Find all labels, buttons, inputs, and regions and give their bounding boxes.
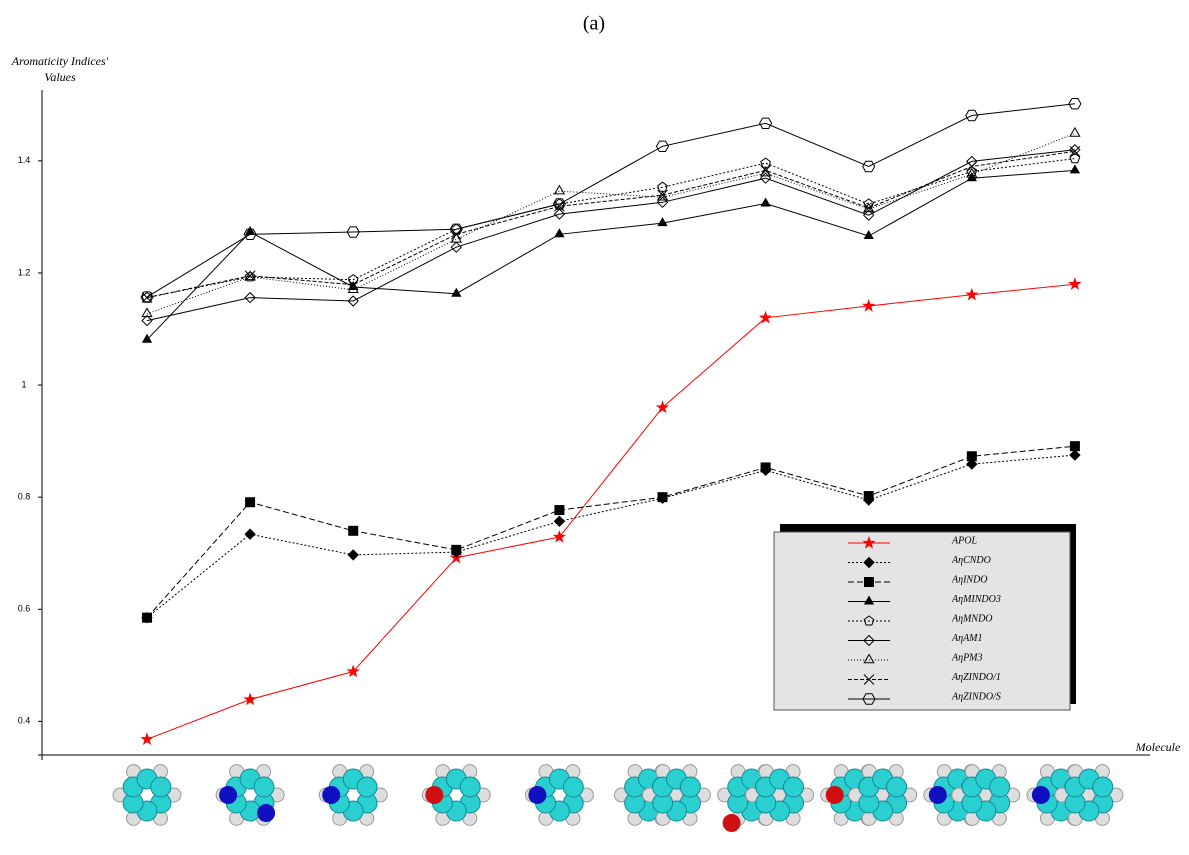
atom xyxy=(990,777,1010,797)
marker xyxy=(761,158,771,167)
legend-label: AηZINDO/1 xyxy=(951,672,1001,683)
marker xyxy=(864,491,874,501)
chart-title: (a) xyxy=(583,13,605,35)
marker xyxy=(864,577,874,587)
legend-label: AηINDO xyxy=(951,574,988,585)
series-line xyxy=(147,133,1075,314)
atom xyxy=(1093,777,1113,797)
molecule-image xyxy=(113,765,181,826)
marker xyxy=(451,545,461,555)
heteroatom xyxy=(219,786,237,804)
molecule-image xyxy=(319,765,387,826)
heteroatom xyxy=(1032,786,1050,804)
y-tick-label: 1.4 xyxy=(18,155,31,165)
marker xyxy=(657,402,667,412)
marker xyxy=(143,335,152,343)
marker xyxy=(1070,279,1080,289)
molecule-image xyxy=(1027,765,1123,826)
legend-label: AηMNDO xyxy=(951,613,993,624)
atom xyxy=(357,777,377,797)
y-tick-label: 1.2 xyxy=(18,267,31,277)
legend-label: AηCNDO xyxy=(951,555,991,566)
molecule-image xyxy=(821,765,917,826)
marker xyxy=(348,526,358,536)
marker xyxy=(1070,441,1080,451)
marker xyxy=(554,505,564,515)
y-tick-label: 0.4 xyxy=(18,716,31,726)
y-tick-label: 1 xyxy=(21,379,26,389)
molecule-image xyxy=(718,765,814,832)
marker xyxy=(245,497,255,507)
atom xyxy=(151,777,171,797)
marker xyxy=(864,301,874,311)
marker xyxy=(245,529,255,539)
atom xyxy=(460,777,480,797)
marker xyxy=(658,492,668,502)
y-tick-label: 0.6 xyxy=(18,604,31,614)
series-line xyxy=(147,159,1075,298)
atom xyxy=(563,777,583,797)
heteroatom xyxy=(322,786,340,804)
molecule-image xyxy=(615,765,711,826)
atom xyxy=(254,777,274,797)
marker xyxy=(246,227,255,235)
marker xyxy=(1071,165,1080,173)
molecule-image xyxy=(525,765,593,826)
atom xyxy=(783,777,803,797)
x-axis-label: Molecule xyxy=(1135,740,1181,754)
atom xyxy=(680,777,700,797)
heteroatom xyxy=(723,814,741,832)
y-axis-label: Aromaticity Indices' xyxy=(11,54,109,68)
heteroatom xyxy=(929,786,947,804)
y-tick-label: 0.8 xyxy=(18,492,31,502)
marker xyxy=(761,462,771,472)
atom xyxy=(887,777,907,797)
y-axis-label: Values xyxy=(44,70,76,84)
marker xyxy=(245,694,255,704)
molecule-image xyxy=(216,765,284,826)
marker xyxy=(967,451,977,461)
series-line xyxy=(147,151,1075,297)
heteroatom xyxy=(425,786,443,804)
marker xyxy=(554,516,564,526)
marker xyxy=(555,229,564,237)
molecule-image xyxy=(422,765,490,826)
heteroatom xyxy=(826,786,844,804)
marker xyxy=(1070,128,1080,136)
legend xyxy=(774,532,1070,710)
heteroatom xyxy=(528,786,546,804)
marker xyxy=(1070,450,1080,460)
heteroatom xyxy=(257,804,275,822)
legend-label: AηZINDO/S xyxy=(951,691,1001,702)
chart: (a) Aromaticity Indices' Values Molecule… xyxy=(0,0,1189,855)
legend-label: AηAM1 xyxy=(951,633,983,644)
marker xyxy=(142,734,152,744)
legend-label: AηMINDO3 xyxy=(951,594,1001,605)
marker xyxy=(658,218,667,226)
molecule-image xyxy=(924,765,1020,826)
legend-label: AηPM3 xyxy=(951,652,983,663)
marker xyxy=(348,550,358,560)
marker xyxy=(967,289,977,299)
legend-label: APOL xyxy=(951,535,977,546)
marker xyxy=(761,199,770,207)
marker xyxy=(142,613,152,623)
